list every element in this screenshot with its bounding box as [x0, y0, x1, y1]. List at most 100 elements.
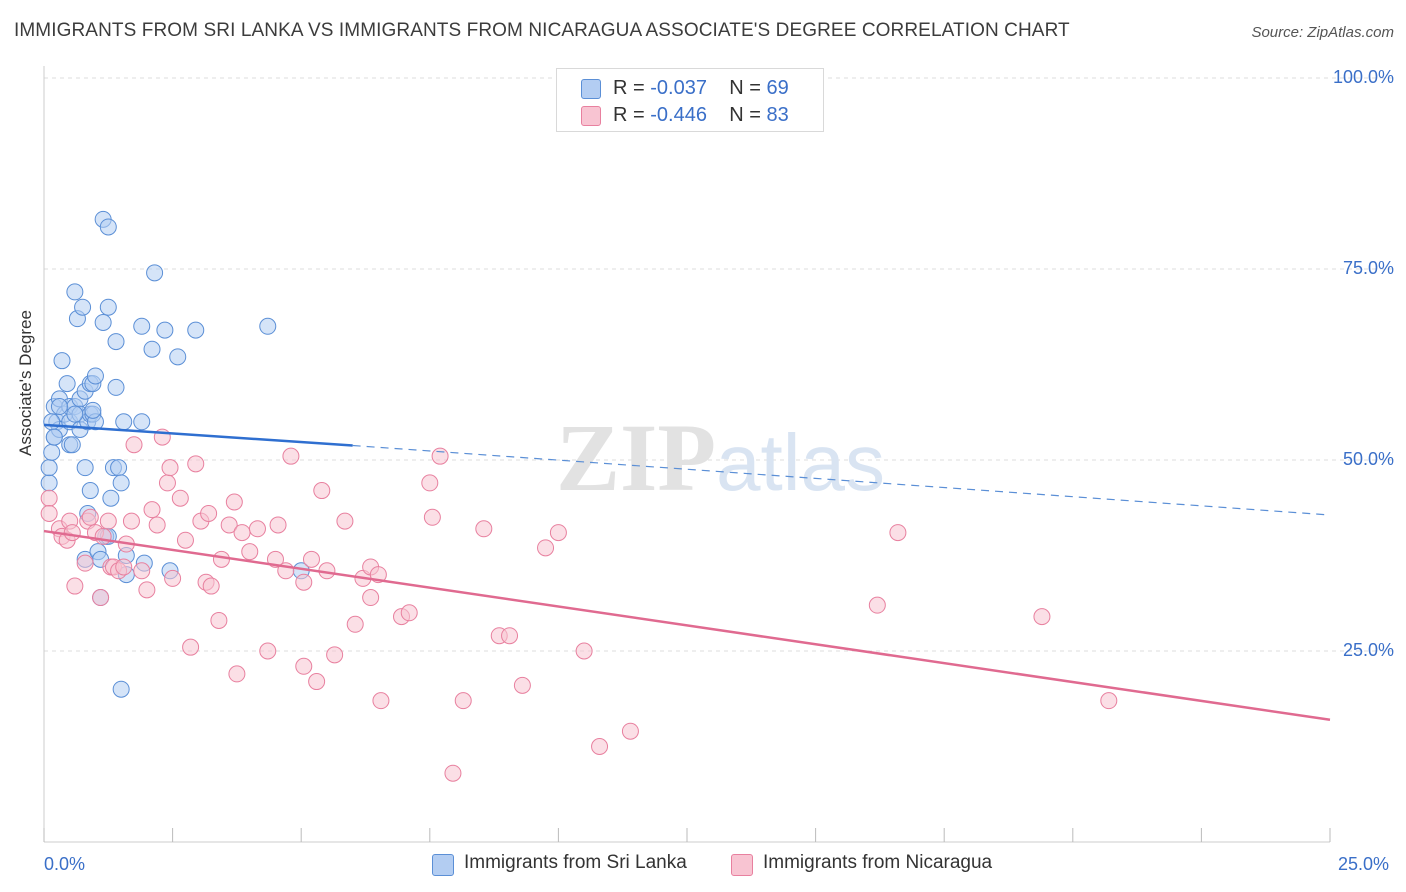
point-nicaragua-77: [549, 524, 567, 542]
point-sri-lanka-62: [259, 317, 277, 335]
legend-n-label: N =: [729, 77, 767, 99]
point-nicaragua-80: [621, 722, 639, 740]
point-nicaragua-25: [148, 516, 166, 534]
point-sri-lanka-28: [76, 459, 94, 477]
point-nicaragua-37: [202, 577, 220, 595]
point-sri-lanka-53: [133, 317, 151, 335]
point-nicaragua-53: [302, 550, 320, 568]
point-nicaragua-74: [501, 627, 519, 645]
point-sri-lanka-38: [94, 313, 112, 331]
bottom-legend-swatch-nicaragua: [731, 854, 753, 876]
point-nicaragua-21: [125, 436, 143, 454]
point-nicaragua-0: [40, 489, 58, 507]
legend-r-label: R =: [613, 77, 651, 99]
point-nicaragua-82: [889, 524, 907, 542]
legend-swatch-sri-lanka: [581, 79, 601, 99]
point-sri-lanka-26: [81, 482, 99, 500]
point-nicaragua-59: [346, 615, 364, 633]
bottom-legend-label-sri-lanka: Immigrants from Sri Lanka: [464, 852, 687, 873]
point-sri-lanka-50: [115, 413, 133, 431]
point-sri-lanka-68: [45, 428, 63, 446]
point-sri-lanka-54: [133, 413, 151, 431]
point-sri-lanka-64: [50, 398, 68, 416]
trend-line-nicaragua: [43, 529, 1331, 721]
point-nicaragua-44: [241, 543, 259, 561]
point-nicaragua-14: [99, 512, 117, 530]
trend-line-sri-lanka-extrapolated: [352, 444, 1331, 516]
point-nicaragua-41: [225, 493, 243, 511]
point-nicaragua-48: [269, 516, 287, 534]
point-sri-lanka-46: [107, 378, 125, 396]
point-nicaragua-79: [591, 738, 609, 755]
legend-n-value: 69: [766, 77, 789, 99]
x-tick-label-min: 0.0%: [44, 854, 86, 874]
point-sri-lanka-65: [66, 405, 84, 423]
point-nicaragua-61: [362, 589, 380, 607]
point-nicaragua-32: [182, 638, 200, 656]
x-tick-label-max: 25.0%: [1338, 854, 1390, 874]
legend-n-label: N =: [729, 104, 767, 126]
point-nicaragua-45: [248, 520, 266, 538]
bottom-legend-swatch-sri-lanka: [432, 854, 454, 876]
legend-text-sri-lanka: R = -0.037 N = 69: [613, 77, 789, 100]
point-nicaragua-42: [228, 665, 246, 683]
point-nicaragua-55: [313, 482, 331, 500]
legend-n-value: 83: [766, 104, 789, 126]
point-nicaragua-40: [220, 516, 238, 534]
point-nicaragua-64: [372, 692, 390, 710]
point-nicaragua-69: [431, 447, 449, 465]
point-sri-lanka-57: [146, 264, 164, 282]
point-sri-lanka-10: [58, 375, 76, 393]
point-nicaragua-43: [233, 524, 251, 542]
trend-line-sri-lanka: [43, 423, 353, 447]
point-nicaragua-12: [92, 589, 110, 607]
legend-text-nicaragua: R = -0.446 N = 83: [613, 104, 789, 127]
point-nicaragua-38: [210, 611, 228, 629]
point-sri-lanka-21: [74, 298, 92, 316]
legend-r-value: -0.446: [650, 104, 707, 126]
point-sri-lanka-67: [43, 413, 61, 431]
legend-box: R = -0.037 N = 69 R = -0.446 N = 83: [556, 68, 824, 132]
point-nicaragua-13: [94, 527, 112, 545]
point-sri-lanka-14: [63, 436, 81, 454]
point-nicaragua-70: [444, 764, 462, 782]
point-sri-lanka-61: [187, 321, 205, 339]
point-nicaragua-30: [171, 489, 189, 507]
chart-title: IMMIGRANTS FROM SRI LANKA VS IMMIGRANTS …: [14, 20, 1070, 41]
point-nicaragua-67: [421, 474, 439, 492]
point-sri-lanka-58: [156, 321, 174, 339]
point-nicaragua-31: [176, 531, 194, 549]
y-axis-title: Associate's Degree: [16, 310, 35, 456]
point-nicaragua-8: [76, 554, 94, 572]
point-sri-lanka-1: [40, 459, 58, 477]
point-nicaragua-36: [200, 504, 218, 522]
point-nicaragua-46: [259, 642, 277, 660]
point-nicaragua-1: [40, 504, 58, 522]
point-sri-lanka-40: [99, 218, 117, 236]
legend-row-sri-lanka: R = -0.037 N = 69: [557, 75, 823, 101]
point-nicaragua-27: [158, 474, 176, 492]
point-nicaragua-10: [81, 508, 99, 526]
point-nicaragua-58: [336, 512, 354, 530]
point-sri-lanka-43: [102, 489, 120, 507]
point-nicaragua-29: [164, 569, 182, 587]
point-nicaragua-23: [138, 581, 156, 599]
point-nicaragua-84: [1100, 692, 1118, 710]
point-nicaragua-24: [143, 501, 161, 519]
point-nicaragua-50: [282, 447, 300, 465]
point-nicaragua-75: [513, 676, 531, 694]
legend-swatch-nicaragua: [581, 106, 601, 126]
point-nicaragua-39: [212, 550, 230, 568]
point-sri-lanka-0: [40, 474, 58, 492]
legend-r-value: -0.037: [650, 77, 707, 99]
point-nicaragua-20: [122, 512, 140, 530]
point-sri-lanka-16: [66, 283, 84, 301]
point-sri-lanka-41: [99, 298, 117, 316]
point-nicaragua-6: [63, 524, 81, 542]
point-nicaragua-52: [295, 657, 313, 675]
point-nicaragua-76: [537, 539, 555, 557]
y-tick-label-25: 25.0%: [1342, 640, 1394, 660]
point-nicaragua-18: [115, 558, 133, 576]
point-sri-lanka-60: [169, 348, 187, 366]
